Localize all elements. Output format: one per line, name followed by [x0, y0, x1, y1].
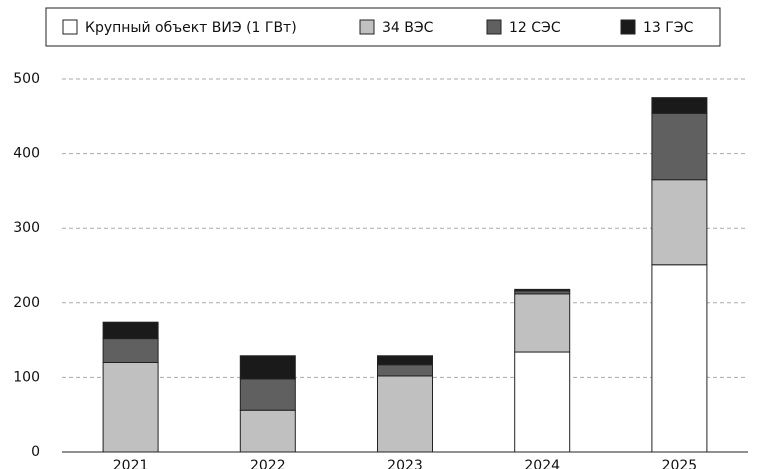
bar-segment [651, 97, 708, 114]
y-tick-label: 0 [31, 444, 40, 460]
bar-segment [514, 293, 571, 353]
y-tick-label: 500 [13, 71, 40, 87]
x-tick-label: 2022 [250, 458, 286, 469]
bar-segment [377, 375, 433, 453]
y-tick-label: 100 [13, 369, 40, 385]
legend-box [45, 7, 721, 47]
bar-segment [102, 338, 159, 363]
legend-swatch [620, 19, 636, 35]
bar-segment [377, 364, 433, 377]
bar-segment [514, 351, 571, 453]
legend-label: Крупный объект ВИЭ (1 ГВт) [85, 20, 297, 36]
legend-swatch [359, 19, 375, 35]
x-tick-label: 2025 [662, 458, 698, 469]
legend-label: 13 ГЭС [643, 20, 694, 36]
bar-segment [514, 288, 571, 292]
bar-segment [651, 112, 708, 181]
bar-segment [239, 378, 296, 411]
y-tick-label: 400 [13, 146, 40, 162]
bar-segment [377, 355, 433, 366]
legend-label: 12 СЭС [509, 20, 561, 36]
y-tick-label: 300 [13, 220, 40, 236]
bar-segment [102, 321, 159, 340]
bar-segment [239, 355, 296, 380]
bar-segment [102, 361, 159, 453]
legend-label: 34 ВЭС [382, 20, 434, 36]
bar-segment [651, 179, 708, 266]
x-tick-label: 2023 [387, 458, 423, 469]
legend-swatch [486, 19, 502, 35]
bar-segment [239, 409, 296, 453]
x-tick-label: 2024 [524, 458, 560, 469]
bar-segment [651, 264, 708, 453]
y-tick-label: 200 [13, 295, 40, 311]
x-tick-label: 2021 [113, 458, 149, 469]
legend-swatch [62, 19, 78, 35]
